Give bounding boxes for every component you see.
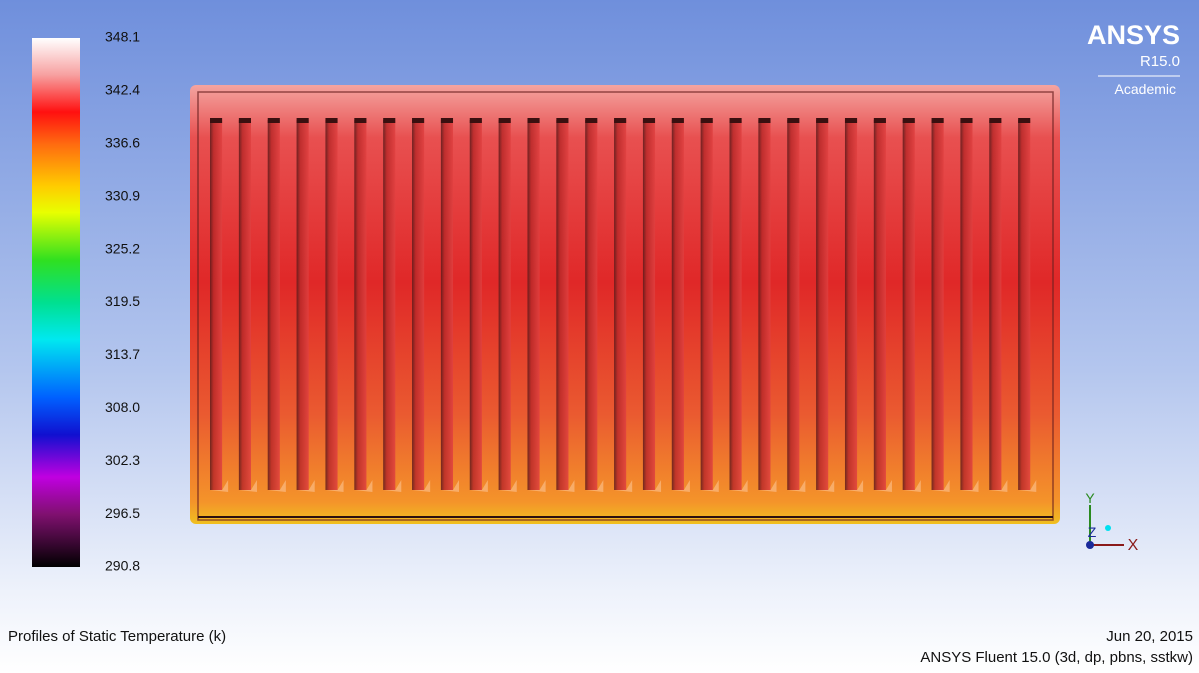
footer-title: Profiles of Static Temperature (k) [8, 628, 226, 645]
colorbar-label: 348.1 [105, 29, 140, 45]
fin-slot [470, 120, 482, 490]
fin-slot [268, 120, 280, 490]
fin-top [960, 118, 972, 123]
fin-top [268, 118, 280, 123]
fin-top [527, 118, 539, 123]
fin-slot [412, 120, 424, 490]
fin-slot [354, 120, 366, 490]
colorbar-label: 313.7 [105, 346, 140, 362]
fin-top [903, 118, 915, 123]
triad-z-label: Z [1088, 524, 1097, 540]
fin-top [210, 118, 222, 123]
fin-slot [210, 120, 222, 490]
fin-slot [499, 120, 511, 490]
logo-release: R15.0 [1140, 53, 1180, 70]
footer-date: Jun 20, 2015 [1106, 628, 1193, 645]
fin-top [614, 118, 626, 123]
fin-top [701, 118, 713, 123]
fin-top [787, 118, 799, 123]
triad-z-axis [1086, 541, 1094, 549]
fin-slot [989, 120, 1001, 490]
colorbar-label: 330.9 [105, 187, 140, 203]
fin-top [730, 118, 742, 123]
fin-top [412, 118, 424, 123]
colorbar-label: 319.5 [105, 293, 140, 309]
fins [210, 118, 1036, 492]
fin-slot [527, 120, 539, 490]
triad-dot [1105, 525, 1111, 531]
fin-top [383, 118, 395, 123]
fin-slot [672, 120, 684, 490]
fin-top [297, 118, 309, 123]
viewport: 348.1 342.4 336.6 330.9 325.2 319.5 313.7 308.0… [0, 0, 1199, 673]
colorbar-label: 296.5 [105, 505, 140, 521]
fin-top [672, 118, 684, 123]
fin-top [758, 118, 770, 123]
fin-slot [960, 120, 972, 490]
fin-slot [556, 120, 568, 490]
fin-slot [816, 120, 828, 490]
fin-slot [787, 120, 799, 490]
fin-slot [239, 120, 251, 490]
fin-top [325, 118, 337, 123]
footer-solver: ANSYS Fluent 15.0 (3d, dp, pbns, sstkw) [920, 649, 1193, 666]
fin-slot [614, 120, 626, 490]
colorbar-label: 290.8 [105, 558, 140, 574]
triad-x-label: X [1128, 537, 1139, 554]
colorbar-label: 302.3 [105, 452, 140, 468]
fin-slot [758, 120, 770, 490]
colorbar-label: 325.2 [105, 240, 140, 256]
fin-top [585, 118, 597, 123]
fin-top [470, 118, 482, 123]
fin-slot [585, 120, 597, 490]
fin-slot [383, 120, 395, 490]
logo-brand: ANSYS [1087, 20, 1180, 50]
radiator [190, 85, 1060, 524]
colorbar-label: 308.0 [105, 399, 140, 415]
fin-slot [730, 120, 742, 490]
fin-top [354, 118, 366, 123]
fin-top [441, 118, 453, 123]
fin-slot [874, 120, 886, 490]
fin-slot [1018, 120, 1030, 490]
colorbar [32, 38, 80, 567]
fin-slot [932, 120, 944, 490]
fin-slot [643, 120, 655, 490]
fin-top [643, 118, 655, 123]
fin-slot [441, 120, 453, 490]
fin-top [239, 118, 251, 123]
fin-slot [701, 120, 713, 490]
page: {"colorbar": {"labels": ["348.1", "342.4… [0, 0, 1199, 673]
fin-slot [845, 120, 857, 490]
fin-top [556, 118, 568, 123]
triad-y-label: Y [1085, 490, 1095, 506]
fin-top [874, 118, 886, 123]
fin-slot [903, 120, 915, 490]
fin-slot [297, 120, 309, 490]
fin-top [845, 118, 857, 123]
fin-top [1018, 118, 1030, 123]
fin-slot [325, 120, 337, 490]
logo-edition: Academic [1115, 81, 1176, 97]
fin-top [932, 118, 944, 123]
fin-top [816, 118, 828, 123]
colorbar-label: 342.4 [105, 82, 140, 98]
fin-top [989, 118, 1001, 123]
colorbar-label: 336.6 [105, 135, 140, 151]
fin-top [499, 118, 511, 123]
